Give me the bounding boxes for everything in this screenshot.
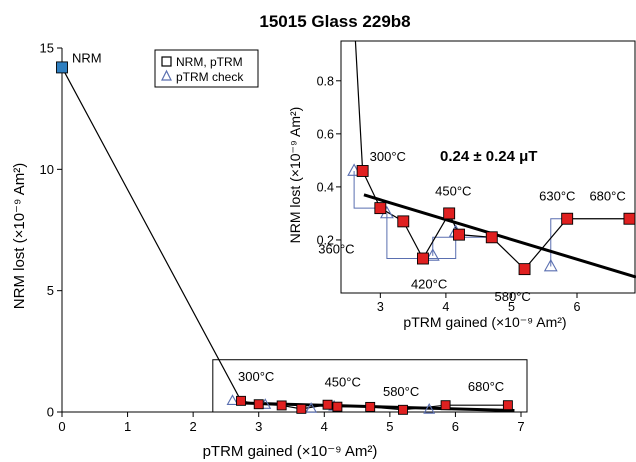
inset-y-tick-label: 0.2 bbox=[317, 233, 334, 247]
main-y-tick-label: 0 bbox=[47, 405, 54, 420]
legend-square-marker bbox=[161, 56, 172, 67]
inset-x-tick-label: 4 bbox=[442, 300, 449, 314]
main-x-tick-label: 3 bbox=[255, 419, 262, 434]
main-y-tick-label: 5 bbox=[47, 283, 54, 298]
main-x-tick-label: 1 bbox=[124, 419, 131, 434]
main-x-tick-label: 4 bbox=[321, 419, 328, 434]
inset-nrm-ptrm-point bbox=[518, 263, 531, 276]
main-axes: 0 1 2 3 4 5 6 7 0 5 10 15 bbox=[40, 41, 525, 435]
inset-result-text: 0.24 ± 0.24 μT bbox=[440, 148, 537, 165]
inset-y-tick-label: 0.6 bbox=[317, 127, 334, 141]
legend-entry-nrm-ptrm: NRM, pTRM bbox=[176, 55, 243, 69]
inset-fit-line-group bbox=[363, 193, 636, 279]
inset-ptrm-check-point bbox=[543, 258, 558, 272]
main-fit-line-group bbox=[242, 401, 515, 413]
main-nrm-point bbox=[56, 61, 68, 74]
legend-box bbox=[154, 49, 259, 88]
main-nrm-ptrm-point bbox=[440, 400, 451, 411]
inset-annotation-label: 450°C bbox=[435, 183, 471, 198]
inset-x-tick-label: 3 bbox=[377, 300, 384, 314]
main-x-tick-label: 6 bbox=[452, 419, 459, 434]
inset-nrm-ptrm-point bbox=[485, 231, 498, 244]
main-nrm-ptrm-point bbox=[253, 399, 264, 410]
inset-y-axis-label: NRM lost (×10⁻⁹ Am²) bbox=[287, 107, 303, 244]
main-nrm-ptrm-point bbox=[398, 404, 408, 415]
main-nrm-ptrm-point bbox=[236, 395, 246, 406]
inset-annotation-label: 420°C bbox=[411, 277, 447, 292]
main-nrm-ptrm-point bbox=[502, 400, 513, 411]
inset-x-axis-label: pTRM gained (×10⁻⁹ Am²) bbox=[403, 314, 566, 330]
legend-triangle-marker bbox=[161, 69, 172, 81]
main-x-tick-label: 2 bbox=[190, 419, 197, 434]
inset-annotation-label: 630°C bbox=[539, 189, 575, 204]
inset-fit-line bbox=[363, 193, 636, 279]
main-y-axis-label: NRM lost (×10⁻⁹ Am²) bbox=[11, 163, 28, 309]
main-points bbox=[56, 61, 513, 415]
inset-nrm-ptrm-point bbox=[416, 252, 429, 265]
inset-nrm-ptrm-point bbox=[453, 228, 465, 241]
inset-nrm-ptrm-point bbox=[623, 212, 636, 225]
main-ptrm-check-point bbox=[305, 402, 318, 413]
main-x-axis-label: pTRM gained (×10⁻⁹ Am²) bbox=[203, 443, 378, 460]
main-nrm-ptrm-point bbox=[332, 401, 343, 412]
chart-title: 15015 Glass 229b8 bbox=[259, 12, 410, 31]
main-ptrm-check-point bbox=[423, 403, 436, 414]
main-x-tick-label: 0 bbox=[58, 419, 65, 434]
inset-background bbox=[340, 40, 636, 294]
main-nrm-ptrm-point bbox=[322, 399, 333, 410]
main-annotation-label: 300°C bbox=[238, 369, 274, 384]
inset-x-tick-label: 6 bbox=[574, 300, 581, 314]
legend-entry-ptrm-check: pTRM check bbox=[176, 70, 244, 84]
main-fit-line bbox=[242, 401, 515, 413]
inset-annotation-label: 360°C bbox=[318, 241, 354, 256]
main-nrm-ptrm-point bbox=[365, 401, 376, 412]
inset-check-link bbox=[353, 170, 381, 209]
inset-y-tick-label: 0.8 bbox=[317, 74, 334, 88]
inset-nrm-ptrm-point bbox=[561, 212, 574, 225]
main-x-tick-label: 5 bbox=[386, 419, 393, 434]
main-x-tick-label: 7 bbox=[517, 419, 524, 434]
main-nrm-ptrm-point bbox=[296, 403, 307, 414]
main-annotation-label: 450°C bbox=[325, 375, 361, 390]
main-nrm-ptrm-point bbox=[276, 400, 287, 411]
main-annotation-label: 680°C bbox=[468, 379, 504, 394]
inset-frame bbox=[340, 40, 636, 294]
inset-check-link bbox=[386, 213, 423, 260]
inset-annotation-label: 580°C bbox=[495, 289, 531, 304]
inset-nrm-ptrm-point bbox=[443, 207, 456, 220]
main-ptrm-check-point bbox=[226, 394, 239, 405]
inset-check-link bbox=[422, 231, 457, 260]
legend: NRM, pTRM pTRM check bbox=[154, 49, 259, 88]
main-annotations: NRM 300°C 450°C 580°C 680°C bbox=[72, 50, 504, 398]
inset-y-tick-label: 0.4 bbox=[317, 180, 334, 194]
main-y-tick-label: 15 bbox=[40, 41, 54, 56]
inset-annotation-label: 300°C bbox=[370, 149, 406, 164]
inset-points bbox=[347, 163, 636, 276]
main-annotation-label: 580°C bbox=[383, 384, 419, 399]
inset-annotation-label: 680°C bbox=[589, 189, 625, 204]
inset-nrm-ptrm-point bbox=[356, 165, 369, 177]
inset-annotations: 300°C 360°C 420°C 450°C 580°C 630°C 680°C bbox=[318, 149, 625, 304]
inset-axes: 3 4 5 6 0.2 0.4 0.6 0.8 bbox=[317, 74, 581, 314]
zoom-box-outline bbox=[212, 359, 528, 413]
inset-nrm-ptrm-point bbox=[397, 215, 410, 228]
main-annotation-label: NRM bbox=[72, 50, 102, 65]
inset-nrm-ptrm-point bbox=[374, 202, 387, 215]
inset-ptrm-check-point bbox=[425, 248, 440, 261]
zoom-box bbox=[212, 359, 528, 413]
main-y-tick-label: 10 bbox=[40, 162, 54, 177]
inset-x-tick-label: 5 bbox=[508, 300, 515, 314]
